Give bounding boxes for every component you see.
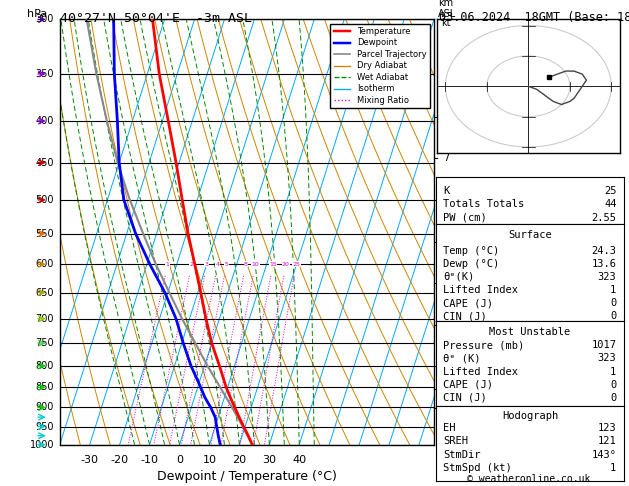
Text: Lifted Index: Lifted Index <box>443 366 518 377</box>
Text: 40: 40 <box>292 455 306 465</box>
Text: CAPE (J): CAPE (J) <box>443 298 493 308</box>
Text: Surface: Surface <box>508 230 552 241</box>
Text: -20: -20 <box>111 455 129 465</box>
Text: 300: 300 <box>36 15 54 24</box>
Text: 143°: 143° <box>591 450 616 460</box>
Text: 40°27'N 50°04'E  -3m ASL: 40°27'N 50°04'E -3m ASL <box>60 12 252 25</box>
Text: 2: 2 <box>190 262 194 267</box>
Text: K: K <box>443 186 450 196</box>
Text: Pressure (mb): Pressure (mb) <box>443 340 525 350</box>
Text: 8: 8 <box>443 112 450 122</box>
Text: 800: 800 <box>36 361 54 371</box>
Text: StmDir: StmDir <box>443 450 481 460</box>
Text: 700: 700 <box>36 313 54 324</box>
Text: 7: 7 <box>443 154 450 163</box>
Text: 0: 0 <box>610 393 616 403</box>
Text: 25: 25 <box>604 186 616 196</box>
Text: 4: 4 <box>443 278 450 288</box>
Text: 30: 30 <box>262 455 276 465</box>
Text: 44: 44 <box>604 199 616 209</box>
Text: 1: 1 <box>610 285 616 295</box>
Text: Lifted Index: Lifted Index <box>443 285 518 295</box>
Text: 5: 5 <box>225 262 229 267</box>
Text: 550: 550 <box>35 228 54 239</box>
Text: 1: 1 <box>610 366 616 377</box>
Text: CAPE (J): CAPE (J) <box>443 380 493 390</box>
Text: StmSpd (kt): StmSpd (kt) <box>443 463 512 473</box>
Text: Dewpoint / Temperature (°C): Dewpoint / Temperature (°C) <box>157 470 337 483</box>
Text: 323: 323 <box>598 272 616 282</box>
Text: 20: 20 <box>282 262 290 267</box>
Text: 450: 450 <box>36 157 54 168</box>
Text: 13.6: 13.6 <box>591 259 616 269</box>
Text: 1: 1 <box>610 463 616 473</box>
Text: 1: 1 <box>165 262 170 267</box>
Text: 4: 4 <box>216 262 220 267</box>
Text: kt: kt <box>442 17 451 28</box>
Text: 121: 121 <box>598 436 616 447</box>
Text: EH: EH <box>443 423 456 433</box>
Text: 400: 400 <box>36 116 54 126</box>
Text: 10: 10 <box>252 262 259 267</box>
Text: 0: 0 <box>176 455 183 465</box>
Text: -30: -30 <box>81 455 99 465</box>
Text: Hodograph: Hodograph <box>502 411 558 421</box>
Text: 5: 5 <box>443 237 450 246</box>
Text: CIN (J): CIN (J) <box>443 311 487 321</box>
Text: PW (cm): PW (cm) <box>443 213 487 223</box>
Text: 25: 25 <box>292 262 300 267</box>
Text: 10: 10 <box>203 455 216 465</box>
Text: 24.3: 24.3 <box>591 245 616 256</box>
Text: CIN (J): CIN (J) <box>443 393 487 403</box>
Text: -10: -10 <box>140 455 159 465</box>
Text: 500: 500 <box>36 195 54 205</box>
Legend: Temperature, Dewpoint, Parcel Trajectory, Dry Adiabat, Wet Adiabat, Isotherm, Mi: Temperature, Dewpoint, Parcel Trajectory… <box>330 24 430 108</box>
Text: 0: 0 <box>610 298 616 308</box>
Text: 3: 3 <box>205 262 209 267</box>
Text: LCL: LCL <box>443 384 461 394</box>
Text: 950: 950 <box>36 421 54 432</box>
Text: θᵉ(K): θᵉ(K) <box>443 272 475 282</box>
Text: Temp (°C): Temp (°C) <box>443 245 499 256</box>
Text: 323: 323 <box>598 353 616 364</box>
Text: © weatheronline.co.uk: © weatheronline.co.uk <box>467 473 590 484</box>
Text: 750: 750 <box>35 338 54 348</box>
Text: 900: 900 <box>36 402 54 413</box>
Text: θᵉ (K): θᵉ (K) <box>443 353 481 364</box>
Text: Mixing Ratio (g/kg): Mixing Ratio (g/kg) <box>461 189 470 275</box>
Text: km
ASL: km ASL <box>438 0 456 19</box>
Text: 350: 350 <box>36 69 54 79</box>
Text: 20: 20 <box>232 455 247 465</box>
Text: 15: 15 <box>269 262 277 267</box>
Text: 03.06.2024  18GMT (Base: 18): 03.06.2024 18GMT (Base: 18) <box>439 11 629 24</box>
Text: 3: 3 <box>443 320 450 330</box>
Text: SREH: SREH <box>443 436 469 447</box>
Text: Dewp (°C): Dewp (°C) <box>443 259 499 269</box>
Text: hPa: hPa <box>27 9 47 19</box>
Text: 0: 0 <box>610 311 616 321</box>
Text: Totals Totals: Totals Totals <box>443 199 525 209</box>
Text: 1017: 1017 <box>591 340 616 350</box>
Text: 600: 600 <box>36 259 54 269</box>
Text: 8: 8 <box>244 262 248 267</box>
Text: 6: 6 <box>443 195 450 205</box>
Text: 1000: 1000 <box>30 440 54 450</box>
Text: 650: 650 <box>36 288 54 297</box>
Text: 850: 850 <box>36 382 54 392</box>
Text: 123: 123 <box>598 423 616 433</box>
Text: 2: 2 <box>443 361 450 371</box>
Text: 1: 1 <box>443 403 450 413</box>
Text: 2.55: 2.55 <box>591 213 616 223</box>
Text: Most Unstable: Most Unstable <box>489 327 571 337</box>
Text: 0: 0 <box>610 380 616 390</box>
